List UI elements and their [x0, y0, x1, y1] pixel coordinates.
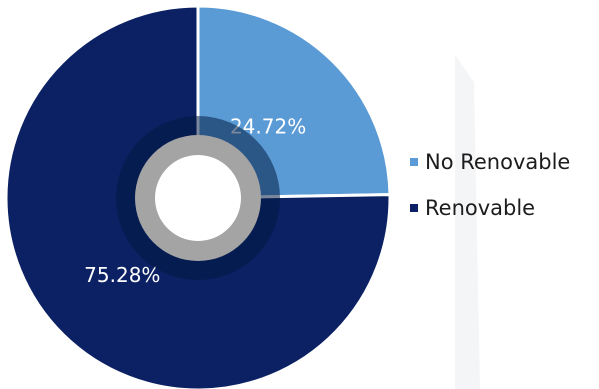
chart-legend: No Renovable Renovable	[410, 150, 595, 242]
legend-item-no-renovable: No Renovable	[410, 150, 595, 174]
center-hole	[155, 155, 241, 241]
watermark-shape	[455, 55, 480, 389]
legend-item-renovable: Renovable	[410, 196, 595, 220]
legend-label-no-renovable: No Renovable	[425, 150, 571, 174]
legend-swatch-renovable	[410, 204, 418, 212]
pie-label-renovable: 75.28%	[84, 263, 160, 287]
legend-label-renovable: Renovable	[425, 196, 536, 220]
center-ring-decoration	[116, 116, 280, 280]
background-watermark	[455, 55, 480, 389]
legend-swatch-no-renovable	[410, 158, 418, 166]
pie-slice-renovable	[4, 4, 392, 389]
